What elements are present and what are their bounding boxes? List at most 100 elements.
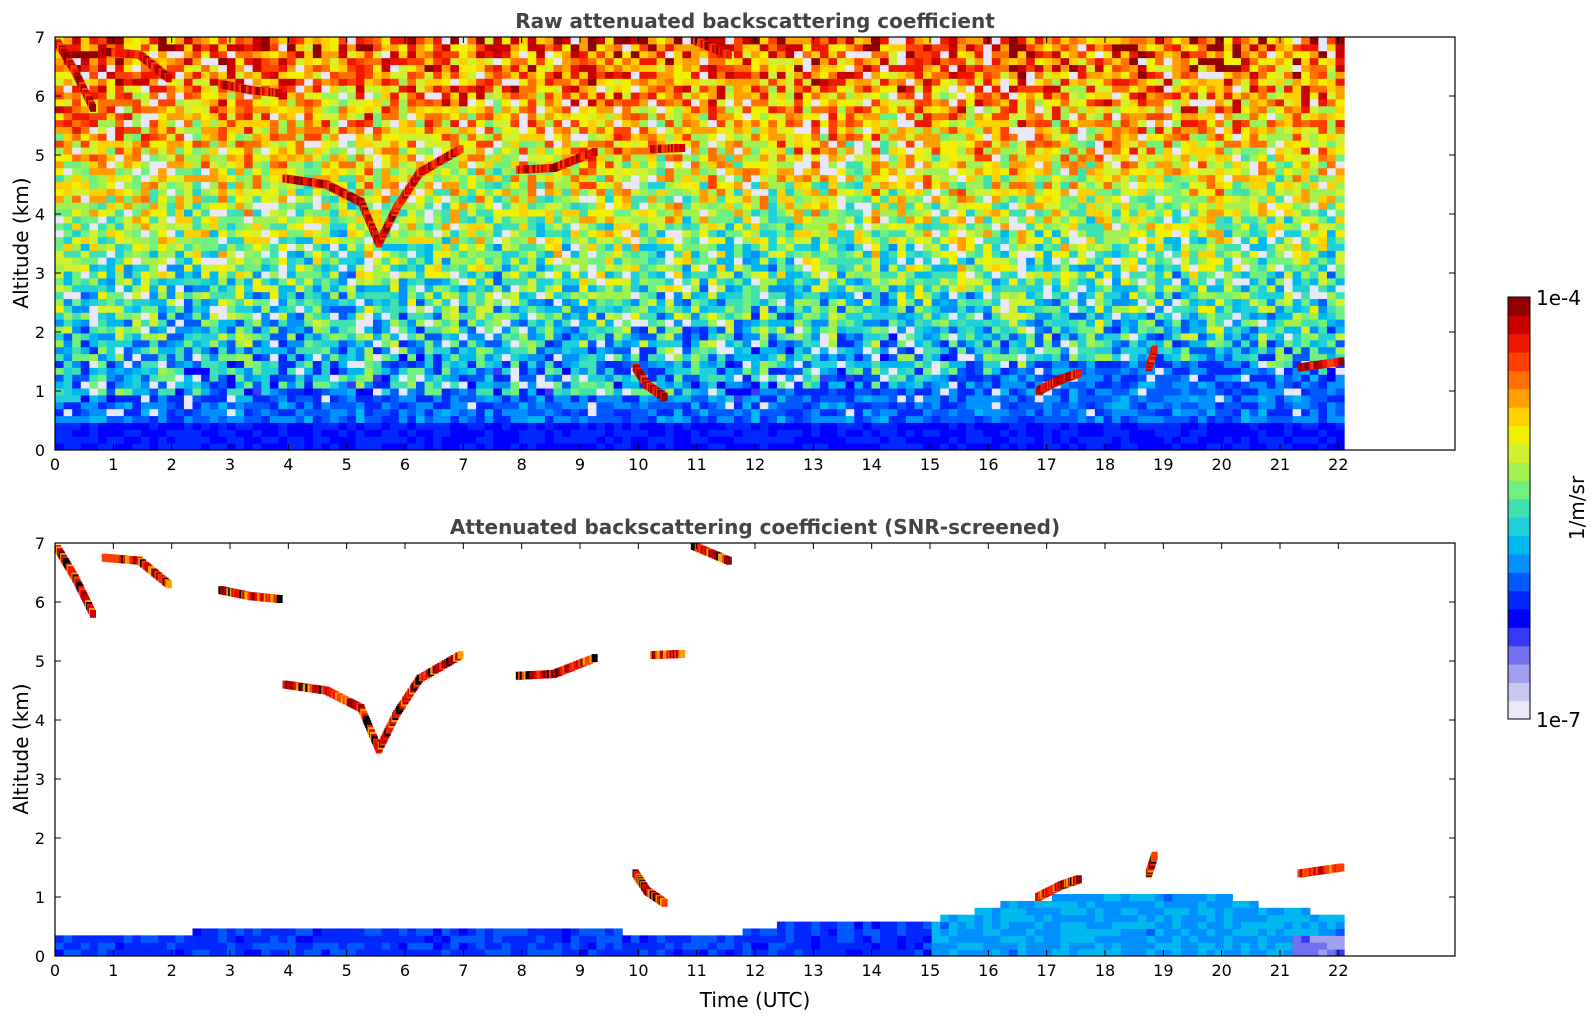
- heatmap-cell: [132, 57, 142, 66]
- heatmap-cell: [424, 181, 434, 189]
- heatmap-cell: [158, 388, 168, 396]
- heatmap-cell: [450, 133, 460, 141]
- heatmap-cell: [355, 257, 365, 265]
- heatmap-cell: [613, 291, 623, 300]
- heatmap-cell: [493, 436, 503, 444]
- heatmap-cell: [562, 140, 572, 148]
- heatmap-cell: [630, 85, 640, 93]
- heatmap-cell: [570, 57, 580, 66]
- heatmap-cell: [759, 319, 769, 327]
- heatmap-cell: [175, 305, 185, 313]
- heatmap-cell: [553, 429, 563, 437]
- heatmap-cell: [519, 415, 529, 423]
- heatmap-cell: [140, 339, 151, 348]
- heatmap-cell: [579, 105, 589, 114]
- heatmap-cell: [158, 298, 168, 306]
- heatmap-cell: [261, 394, 271, 403]
- heatmap-cell: [287, 346, 297, 355]
- heatmap-cell: [673, 78, 683, 86]
- heatmap-cell: [140, 443, 151, 450]
- heatmap-cell: [80, 160, 90, 169]
- heatmap-cell: [519, 215, 529, 224]
- heatmap-cell: [321, 174, 331, 183]
- heatmap-cell: [312, 429, 322, 437]
- heatmap-cell: [252, 147, 262, 155]
- heatmap-cell: [235, 271, 245, 279]
- heatmap-cell: [639, 394, 649, 403]
- heatmap-cell: [648, 443, 658, 450]
- heatmap-cell: [355, 147, 365, 155]
- heatmap-cell: [622, 339, 632, 348]
- heatmap-cell: [725, 353, 735, 362]
- heatmap-cell: [587, 436, 597, 444]
- heatmap-cell: [364, 257, 374, 265]
- heatmap-cell: [192, 236, 202, 244]
- heatmap-cell: [183, 71, 194, 79]
- heatmap-cell: [372, 271, 383, 279]
- heatmap-cell: [235, 209, 245, 217]
- heatmap-cell: [510, 119, 520, 127]
- heatmap-cell: [261, 154, 271, 162]
- heatmap-cell: [149, 291, 159, 300]
- heatmap-cell: [115, 291, 125, 300]
- heatmap-cell: [269, 78, 279, 86]
- heatmap-cell: [622, 133, 632, 141]
- heatmap-cell: [304, 64, 314, 72]
- heatmap-cell: [304, 264, 314, 272]
- heatmap-cell: [355, 277, 365, 286]
- heatmap-cell: [484, 133, 494, 141]
- heatmap-cell: [639, 215, 649, 224]
- heatmap-cell: [699, 436, 709, 444]
- heatmap-cell: [493, 284, 503, 293]
- heatmap-cell: [192, 257, 202, 265]
- heatmap-cell: [699, 367, 709, 375]
- heatmap-cell: [510, 98, 520, 107]
- heatmap-cell: [733, 257, 744, 265]
- heatmap-cell: [166, 388, 176, 396]
- heatmap-cell: [106, 215, 116, 224]
- heatmap-cell: [682, 367, 692, 375]
- heatmap-cell: [381, 209, 391, 217]
- heatmap-cell: [673, 332, 683, 341]
- heatmap-cell: [338, 209, 348, 217]
- heatmap-cell: [527, 429, 537, 437]
- heatmap-cell: [484, 243, 494, 251]
- heatmap-cell: [450, 243, 460, 251]
- heatmap-cell: [458, 85, 469, 93]
- heatmap-cell: [115, 277, 125, 286]
- heatmap-cell: [493, 339, 503, 348]
- heatmap-cell: [484, 112, 494, 121]
- heatmap-cell: [364, 112, 374, 121]
- heatmap-cell: [364, 298, 374, 306]
- heatmap-cell: [544, 264, 554, 272]
- heatmap-cell: [708, 37, 718, 45]
- heatmap-cell: [192, 154, 202, 162]
- heatmap-cell: [553, 195, 563, 203]
- heatmap-cell: [493, 133, 503, 141]
- heatmap-cell: [278, 429, 288, 437]
- heatmap-cell: [716, 112, 726, 121]
- heatmap-cell: [733, 332, 744, 341]
- heatmap-cell: [97, 222, 108, 231]
- heatmap-cell: [424, 188, 434, 196]
- heatmap-cell: [579, 360, 589, 368]
- heatmap-cell: [140, 305, 151, 313]
- heatmap-cell: [140, 319, 151, 327]
- heatmap-cell: [579, 312, 589, 320]
- heatmap-cell: [175, 209, 185, 217]
- heatmap-cell: [390, 222, 400, 231]
- heatmap-cell: [63, 229, 73, 238]
- heatmap-cell: [665, 264, 675, 272]
- heatmap-cell: [201, 243, 211, 251]
- heatmap-cell: [287, 250, 297, 258]
- heatmap-cell: [295, 119, 305, 127]
- heatmap-cell: [433, 353, 443, 362]
- heatmap-cell: [519, 37, 529, 45]
- heatmap-cell: [501, 126, 511, 134]
- heatmap-cell: [699, 429, 709, 437]
- heatmap-cell: [192, 277, 202, 286]
- heatmap-cell: [97, 119, 108, 127]
- heatmap-cell: [510, 367, 520, 375]
- heatmap-cell: [742, 408, 752, 417]
- heatmap-cell: [261, 271, 271, 279]
